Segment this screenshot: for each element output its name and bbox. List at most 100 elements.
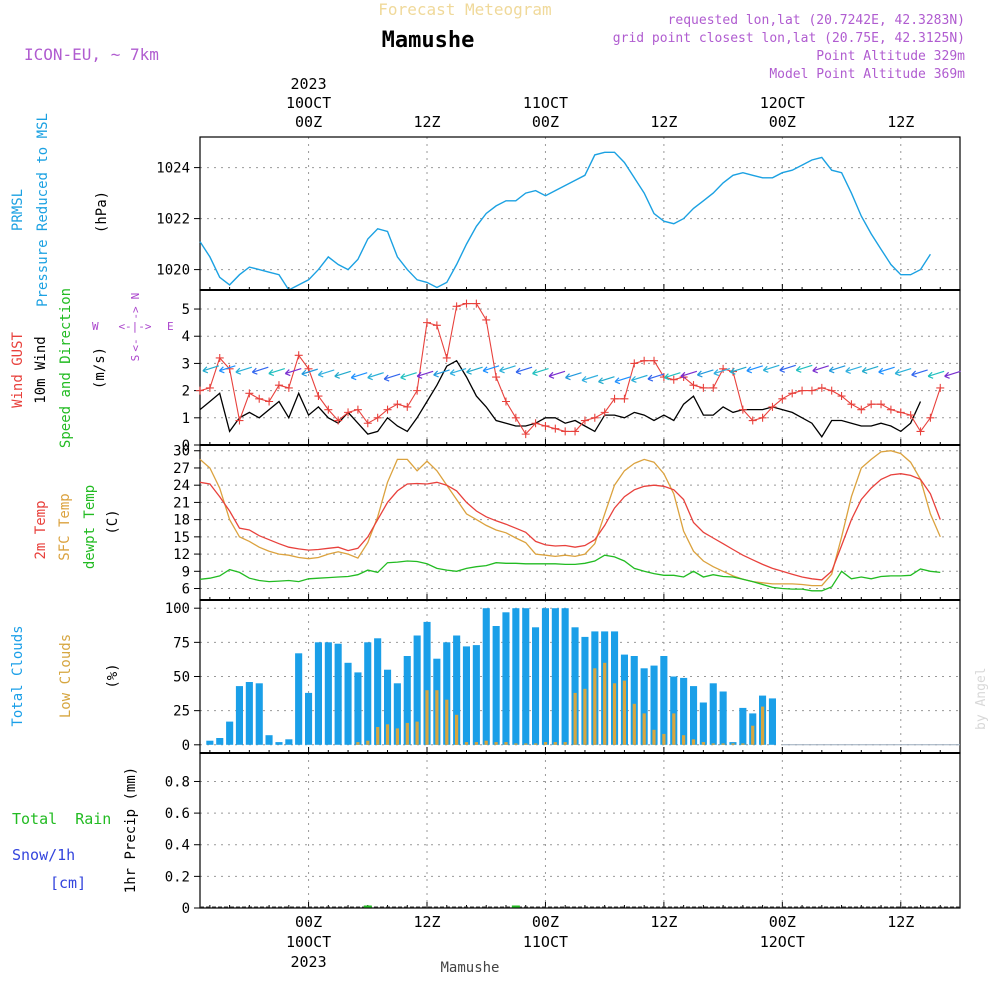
- total-cloud-bar: [285, 739, 293, 745]
- low-cloud-bar: [731, 743, 735, 745]
- sfc-label: SFC Temp: [57, 493, 73, 560]
- wind-gust-marker: [452, 302, 461, 311]
- total-cloud-bar: [235, 686, 243, 745]
- clouds-ytick-label: 75: [173, 635, 190, 651]
- low-cloud-bar: [603, 662, 607, 745]
- wind-gust-marker: [699, 383, 708, 392]
- low-cloud-bar: [741, 743, 745, 745]
- pressure-frame: [199, 136, 961, 291]
- wind-gust-marker: [373, 413, 382, 422]
- compass-v1: ->: [129, 306, 142, 320]
- wind-gust-marker: [906, 411, 915, 420]
- wind-direction-arrow: [631, 374, 648, 383]
- wind-gust-marker: [255, 394, 264, 403]
- total-cloud-bar: [709, 683, 717, 745]
- total-cloud-bar: [660, 656, 668, 745]
- precip-unit: 1hr Precip (mm): [123, 767, 139, 893]
- wind-direction-arrow: [878, 366, 895, 375]
- wind-gust-marker: [561, 427, 570, 436]
- low-cloud-bar: [691, 739, 696, 745]
- wind-direction-arrow: [334, 370, 351, 379]
- total-cloud-bar: [502, 612, 510, 745]
- clouds-ytick-label: 100: [165, 601, 190, 617]
- compass-s: S: [129, 355, 142, 362]
- rain-label: Total Rain: [12, 810, 111, 828]
- wind-gust-marker: [334, 416, 343, 425]
- grid-point-coords: grid point closest lon,lat (20.75E, 42.3…: [613, 31, 965, 46]
- wind-gust-marker: [719, 364, 728, 373]
- low-cloud-bar: [682, 735, 686, 745]
- wind-direction-arrow: [218, 365, 236, 374]
- wind-gust-marker: [294, 351, 303, 360]
- total-cloud-bar: [324, 642, 332, 745]
- wind-direction-arrow: [680, 370, 698, 379]
- low-cloud-bar: [425, 690, 429, 745]
- total-cloud-bar: [453, 635, 461, 745]
- wind-gust-marker: [886, 405, 895, 414]
- compass-h: <-|->: [118, 320, 151, 333]
- wind-direction-arrow: [614, 376, 632, 385]
- wind-direction-arrow: [581, 374, 599, 383]
- wind-gust-marker: [344, 408, 353, 417]
- total-cloud-bar: [482, 608, 490, 745]
- total-cloud-bar: [423, 621, 431, 745]
- wind-unit: (m/s): [92, 347, 108, 389]
- low-cloud-bar: [593, 668, 597, 745]
- total-clouds-label: Total Clouds: [10, 625, 26, 726]
- wind-direction-arrow: [466, 366, 483, 375]
- wind-direction-arrow: [548, 370, 566, 379]
- wind-gust-marker: [501, 397, 510, 406]
- total-cloud-bar: [630, 656, 638, 745]
- temperature-panel: 2m Temp SFC Temp dewpt Temp (C) 6 9121518…: [33, 444, 961, 601]
- wind-direction-arrow: [482, 365, 500, 374]
- wind-gust-marker: [827, 386, 836, 395]
- low-cloud-bar: [701, 742, 705, 745]
- wind-direction-arrow: [350, 372, 368, 381]
- wind-gust-marker: [314, 392, 323, 401]
- precip-ytick-label: 0: [182, 901, 190, 917]
- wind-gust-marker: [403, 402, 412, 411]
- precip-frame: [199, 752, 961, 909]
- low-cloud-bar: [573, 692, 577, 745]
- wind-gust-marker: [630, 359, 639, 368]
- bottom-time-label: 2023: [291, 953, 327, 971]
- bottom-time-label: 12Z: [887, 913, 914, 931]
- low-cloud-bar: [524, 743, 528, 745]
- wind-direction-arrow: [433, 369, 450, 378]
- wind-direction-arrow: [647, 373, 665, 382]
- top-time-label: 00Z: [295, 113, 322, 131]
- total-cloud-bar: [354, 672, 362, 745]
- bottom-time-label: 12Z: [650, 913, 677, 931]
- wind-direction-arrow: [845, 365, 862, 374]
- dewpt-line: [199, 554, 941, 592]
- bottom-time-label: 00Z: [532, 913, 559, 931]
- precip-ytick-label: 0.6: [165, 806, 190, 822]
- wind-direction-arrow: [828, 365, 846, 374]
- wind-direction-arrow: [383, 373, 401, 382]
- low-cloud-bar: [395, 728, 399, 745]
- wind-gust-marker: [413, 386, 422, 395]
- total-cloud-bar: [403, 656, 411, 745]
- low-cloud-bar: [662, 733, 666, 745]
- low-cloud-bar: [366, 740, 370, 745]
- top-time-label: 12Z: [887, 113, 914, 131]
- low-cloud-bar: [711, 743, 715, 745]
- dewpt-label: dewpt Temp: [82, 485, 98, 569]
- wind-gust-marker: [896, 408, 905, 417]
- low-cloud-bar: [464, 742, 469, 745]
- total-cloud-bar: [295, 653, 303, 745]
- low-clouds-label: Low Clouds: [58, 634, 74, 718]
- wind-direction-arrow: [927, 370, 945, 379]
- compass-w: W: [92, 320, 99, 333]
- wind-gust-marker: [423, 318, 432, 327]
- wind-gust-marker: [926, 413, 935, 422]
- total-cloud-bar: [265, 735, 273, 745]
- total-cloud-bar: [492, 626, 500, 745]
- wind-gust-marker: [610, 394, 619, 403]
- temp2m-label: 2m Temp: [33, 500, 49, 559]
- wind-gust-marker: [393, 400, 402, 409]
- wind-gust-marker: [284, 383, 293, 392]
- wind-gust-marker: [196, 386, 204, 395]
